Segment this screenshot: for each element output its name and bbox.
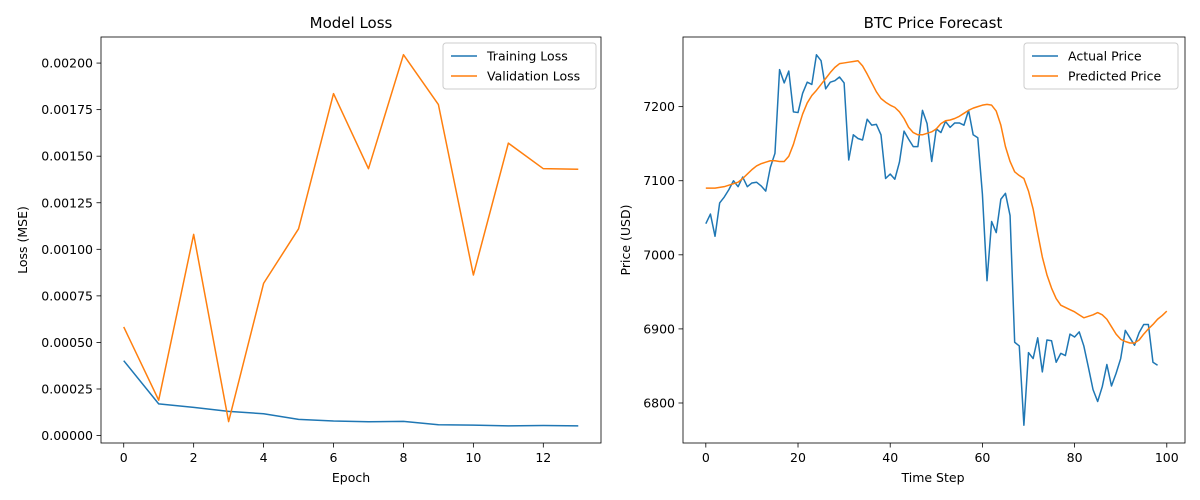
loss-y-tick-label: 0.00025	[41, 381, 93, 396]
price-y-tick-label: 7200	[643, 99, 675, 114]
price-plot-frame	[682, 36, 1186, 444]
price-y-tick-label: 7100	[643, 173, 675, 188]
loss-x-tick-label: 8	[399, 450, 407, 465]
loss-y-tick-label: 0.00075	[41, 288, 93, 303]
loss-y-tick-label: 0.00100	[41, 242, 93, 257]
loss-series-training-loss-line	[123, 360, 579, 427]
price-x-tick-label: 100	[1155, 450, 1179, 465]
loss-series-validation-loss-line	[123, 53, 579, 423]
price-series-predicted-price-line	[705, 59, 1168, 344]
price-legend-box	[1023, 42, 1179, 90]
loss-plot-frame	[100, 36, 602, 444]
price-legend-label-actual-price: Actual Price	[1068, 49, 1142, 64]
loss-x-tick-label: 4	[260, 450, 268, 465]
loss-x-tick-label: 6	[330, 450, 338, 465]
price-chart-title: BTC Price Forecast	[864, 14, 1003, 32]
price-legend-label-predicted-price: Predicted Price	[1068, 69, 1161, 84]
loss-y-tick-label: 0.00050	[41, 335, 93, 350]
price-y-tick-label: 6800	[643, 395, 675, 410]
price-chart-ylabel: Price (USD)	[618, 205, 633, 276]
price-x-tick-label: 40	[882, 450, 898, 465]
price-x-tick-label: 20	[790, 450, 806, 465]
loss-legend-label-validation-loss: Validation Loss	[487, 69, 580, 84]
loss-chart-xlabel: Epoch	[332, 470, 370, 485]
loss-legend-box	[442, 42, 597, 90]
loss-chart-ylabel: Loss (MSE)	[15, 206, 30, 274]
loss-y-tick-label: 0.00150	[41, 149, 93, 164]
loss-x-tick-label: 10	[465, 450, 481, 465]
price-legend: Actual Price Predicted Price	[1023, 42, 1179, 90]
loss-y-tick-label: 0.00200	[41, 56, 93, 71]
loss-legend: Training Loss Validation Loss	[442, 42, 597, 90]
price-x-tick-label: 0	[702, 450, 710, 465]
loss-chart-title: Model Loss	[310, 14, 393, 32]
price-x-tick-label: 60	[974, 450, 990, 465]
price-y-tick-label: 6900	[643, 321, 675, 336]
price-y-tick-label: 7000	[643, 247, 675, 262]
loss-x-tick-label: 0	[120, 450, 128, 465]
loss-x-tick-label: 12	[535, 450, 551, 465]
loss-y-tick-label: 0.00000	[41, 428, 93, 443]
loss-y-tick-label: 0.00125	[41, 195, 93, 210]
loss-x-tick-label: 2	[190, 450, 198, 465]
price-x-tick-label: 80	[1067, 450, 1083, 465]
price-series-actual-price-line	[705, 54, 1158, 426]
price-chart: BTC Price Forecast Time Step Price (USD)…	[618, 14, 1186, 485]
loss-y-tick-label: 0.00175	[41, 102, 93, 117]
loss-legend-label-training-loss: Training Loss	[486, 49, 568, 64]
loss-chart: Model Loss Epoch Loss (MSE) 0 2 4 6 8 10 12 0.0…	[15, 14, 602, 485]
price-chart-xlabel: Time Step	[900, 470, 964, 485]
